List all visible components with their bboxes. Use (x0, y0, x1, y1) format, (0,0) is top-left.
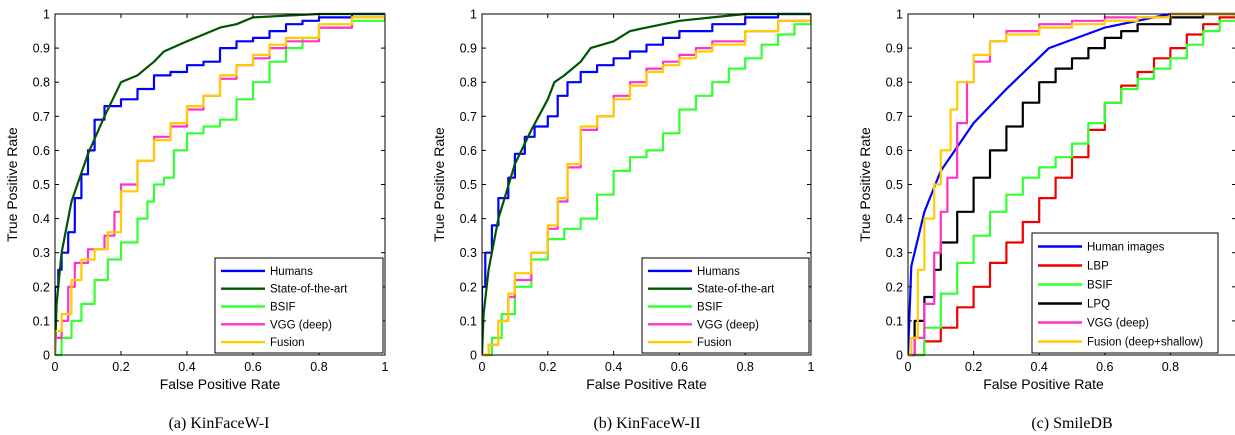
chart-panel-2: 0 0.2 0.4 0.6 0.8 0 0.1 0.2 0.3 0.4 0.5 0.6 0.7 0.8 0.… (857, 8, 1235, 432)
series-line-2 (55, 17, 385, 357)
legend: Human images LBP BSIF LPQ VGG (deep) Fusion (… (1031, 232, 1219, 354)
y-axis-label: True Positive Rate (431, 127, 447, 242)
legend-label-4: Fusion (270, 337, 305, 349)
x-tick-label: 1 (808, 360, 815, 374)
y-tick-label: 0.2 (886, 280, 903, 294)
x-tick-label: 0.8 (310, 360, 327, 374)
y-tick-label: 0 (896, 349, 903, 363)
x-axis-label: False Positive Rate (983, 376, 1104, 392)
y-tick-label: 0.5 (460, 178, 477, 192)
y-tick-label: 0.1 (886, 314, 903, 328)
y-tick-label: 0 (43, 349, 50, 363)
y-tick-label: 0.8 (886, 76, 903, 90)
legend-label-2: BSIF (1087, 280, 1113, 292)
series-line-1 (482, 12, 811, 356)
y-tick-label: 0.2 (460, 280, 477, 294)
series-group (482, 12, 811, 357)
x-tick-label: 0.4 (1031, 360, 1048, 374)
legend-label-4: Fusion (697, 337, 732, 349)
panel-caption: (a) KinFaceW-I (169, 415, 270, 432)
legend-label-3: LPQ (1087, 299, 1110, 311)
y-tick-label: 0.3 (33, 246, 50, 260)
legend: Humans State-of-the-art BSIF VGG (deep) Fusi… (214, 257, 384, 354)
series-line-2 (908, 14, 1235, 357)
x-axis-label: False Positive Rate (586, 376, 707, 392)
x-tick-label: 0.8 (1162, 360, 1179, 374)
series-line-4 (55, 14, 385, 355)
y-tick-label: 0.6 (33, 144, 50, 158)
y-tick-label: 0.4 (886, 212, 903, 226)
x-tick-label: 0 (52, 360, 59, 374)
y-tick-label: 0.4 (33, 212, 50, 226)
x-tick-label: 0.2 (112, 360, 129, 374)
y-tick-label: 0.3 (460, 246, 477, 260)
legend-label-3: VGG (deep) (270, 319, 332, 331)
y-tick-label: 0.3 (886, 246, 903, 260)
series-line-1 (55, 12, 385, 356)
y-tick-label: 0.8 (460, 76, 477, 90)
series-line-0 (55, 12, 385, 355)
legend-label-0: Humans (270, 266, 313, 278)
y-tick-label: 1 (896, 8, 903, 22)
x-tick-label: 0 (479, 360, 486, 374)
x-tick-label: 0.2 (539, 360, 556, 374)
legend-label-2: BSIF (270, 302, 296, 314)
series-line-5 (908, 12, 1235, 357)
y-tick-label: 1 (43, 8, 50, 22)
y-tick-label: 0.1 (33, 314, 50, 328)
legend-label-1: State-of-the-art (270, 284, 348, 296)
x-tick-label: 0.6 (1096, 360, 1113, 374)
legend-box (1031, 232, 1219, 354)
x-axis-label: False Positive Rate (160, 376, 281, 392)
x-tick-label: 0.2 (965, 360, 982, 374)
y-tick-label: 0.6 (886, 144, 903, 158)
y-tick-label: 0.9 (886, 42, 903, 56)
series-line-4 (482, 14, 811, 357)
x-tick-label: 0.6 (244, 360, 261, 374)
y-tick-label: 0.9 (460, 42, 477, 56)
legend-label-0: Human images (1087, 242, 1165, 254)
y-tick-label: 0.7 (460, 110, 477, 124)
panel-caption: (c) SmileDB (1031, 415, 1112, 432)
legend-label-3: VGG (deep) (697, 319, 759, 331)
legend-label-0: Humans (697, 266, 740, 278)
legend-label-1: LBP (1087, 261, 1109, 273)
legend: Humans State-of-the-art BSIF VGG (deep) Fusi… (641, 257, 810, 354)
series-line-2 (482, 17, 811, 357)
legend-label-2: BSIF (697, 302, 723, 314)
x-tick-label: 0.6 (671, 360, 688, 374)
x-tick-label: 0.4 (605, 360, 622, 374)
y-tick-label: 0.9 (33, 42, 50, 56)
y-axis-label: True Positive Rate (857, 127, 873, 242)
y-tick-label: 0.7 (33, 110, 50, 124)
legend-label-1: State-of-the-art (697, 284, 775, 296)
x-tick-label: 0.8 (737, 360, 754, 374)
y-tick-label: 0.7 (886, 110, 903, 124)
y-tick-label: 0 (470, 349, 477, 363)
panel-caption: (b) KinFaceW-II (593, 415, 700, 432)
legend-label-5: Fusion (deep+shallow) (1087, 337, 1203, 349)
x-tick-label: 1 (382, 360, 389, 374)
series-group (908, 12, 1235, 357)
y-tick-label: 0.6 (460, 144, 477, 158)
legend-label-4: VGG (deep) (1087, 318, 1149, 330)
y-tick-label: 0.2 (33, 280, 50, 294)
y-tick-label: 1 (470, 8, 477, 22)
y-tick-label: 0.4 (460, 212, 477, 226)
y-tick-label: 0.5 (33, 178, 50, 192)
series-line-0 (482, 12, 811, 355)
y-tick-label: 0.1 (460, 314, 477, 328)
y-tick-label: 0.5 (886, 178, 903, 192)
x-tick-label: 0 (905, 360, 912, 374)
series-group (55, 12, 385, 357)
y-tick-label: 0.8 (33, 76, 50, 90)
chart-panel-1: 0 0.2 0.4 0.6 0.8 1 0 0.1 0.2 0.3 0.4 0.5 0.6 0.7 0.8 0… (431, 8, 815, 433)
chart-panel-0: 0 0.2 0.4 0.6 0.8 1 0 0.1 0.2 0.3 0.4 0.5 0.6 0.7 0.8 0… (4, 8, 389, 433)
x-tick-label: 0.4 (178, 360, 195, 374)
y-axis-label: True Positive Rate (4, 127, 20, 242)
